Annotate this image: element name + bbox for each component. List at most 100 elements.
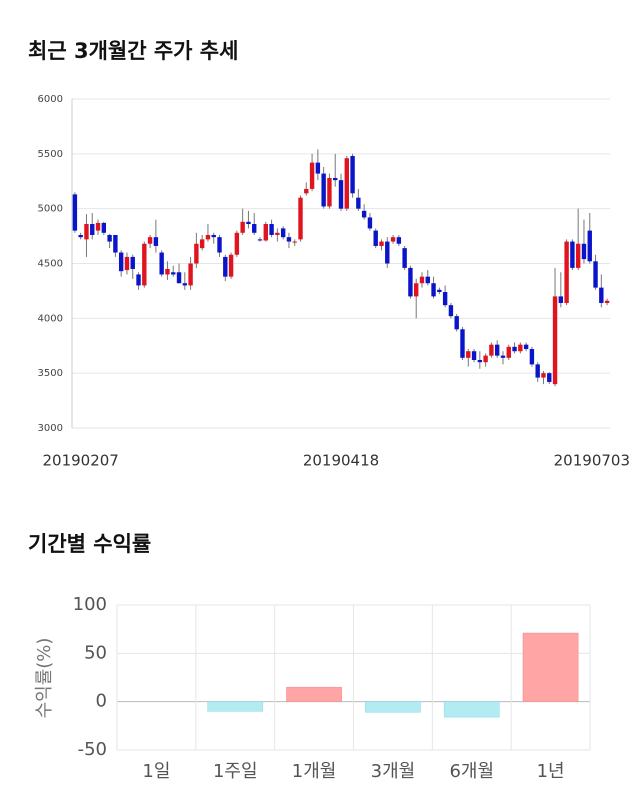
candle-body <box>431 283 436 297</box>
candle-body <box>506 346 511 358</box>
candle-body <box>257 239 263 241</box>
candle-body <box>130 256 135 269</box>
x-tick-label: 6개월 <box>449 761 494 782</box>
candle-body <box>252 224 257 233</box>
y-tick-label: 4500 <box>38 259 63 270</box>
candle-body <box>344 158 349 209</box>
x-tick-label: 1년 <box>537 761 565 782</box>
candle-body <box>471 351 477 361</box>
candle-body <box>118 252 124 272</box>
candle-body <box>466 351 471 358</box>
bar <box>443 701 500 718</box>
candle-body <box>240 221 245 233</box>
candle-body <box>78 234 83 238</box>
candle-body <box>523 344 529 350</box>
candle-body <box>402 248 407 268</box>
x-tick-label: 1주일 <box>213 761 258 782</box>
candle-body <box>84 224 89 240</box>
candle-body <box>529 349 535 365</box>
candle-body <box>518 344 523 352</box>
candle-body <box>113 234 118 253</box>
candle-body <box>153 237 159 246</box>
candle-body <box>246 221 251 225</box>
x-tick-label: 20190418 <box>303 452 379 470</box>
bar <box>286 686 342 702</box>
candle-body <box>72 194 78 231</box>
chart-title: 최근 3개월간 주가 추세 <box>28 39 238 63</box>
candle-body <box>223 256 228 277</box>
candle-body <box>176 272 182 284</box>
candle-body <box>298 197 303 240</box>
candle-body <box>373 230 378 246</box>
candle-body <box>575 243 581 268</box>
candle-body <box>390 237 396 242</box>
candle-body <box>124 256 130 271</box>
candle-body <box>263 224 268 241</box>
candle-body <box>147 237 153 244</box>
candle-body <box>367 217 373 229</box>
y-tick-label: 3000 <box>38 423 63 434</box>
candle-body <box>500 355 506 358</box>
candle-body <box>292 241 297 243</box>
candle-body <box>460 329 465 358</box>
candle-body <box>199 239 205 249</box>
candle-body <box>599 287 604 303</box>
candle-body <box>101 222 107 233</box>
candle-body <box>437 289 442 293</box>
candle-body <box>269 224 274 235</box>
candle-body <box>142 243 147 286</box>
bar <box>522 632 579 702</box>
candle-body <box>570 241 575 268</box>
candle-body <box>564 241 569 303</box>
y-tick-label: 6000 <box>38 94 63 105</box>
bar <box>365 701 421 713</box>
candle-body <box>309 162 315 189</box>
candle-body <box>547 373 552 382</box>
candle-body <box>361 210 367 218</box>
candle-body <box>159 252 164 275</box>
candle-body <box>419 276 425 284</box>
candle-body <box>454 316 459 330</box>
candle-body <box>188 263 193 286</box>
chart-title: 기간별 수익률 <box>28 532 151 556</box>
candle-body <box>558 296 564 303</box>
candle-body <box>350 156 355 194</box>
candle-body <box>228 254 234 277</box>
candle-body <box>90 224 95 235</box>
candle-body <box>280 228 286 238</box>
candle-body <box>333 177 338 181</box>
candle-body <box>442 292 448 306</box>
candle-body <box>483 355 488 363</box>
candle-body <box>327 177 332 207</box>
y-tick-label: 0 <box>96 691 107 712</box>
candle-body <box>338 180 344 209</box>
candle-body <box>205 234 211 240</box>
candle-body <box>489 344 494 356</box>
candle-body <box>275 232 280 235</box>
y-axis-label: 수익률(%) <box>34 638 55 719</box>
y-tick-label: 100 <box>73 594 107 615</box>
candle-body <box>356 197 361 209</box>
candle-body <box>211 234 216 238</box>
x-tick-label: 3개월 <box>371 761 416 782</box>
bar <box>207 701 264 712</box>
x-tick-label: 20190207 <box>42 452 118 470</box>
candle-body <box>477 360 483 363</box>
y-tick-label: 50 <box>84 642 107 663</box>
candle-body <box>379 241 384 246</box>
y-tick-label: 3500 <box>38 368 63 379</box>
candle-body <box>587 230 592 262</box>
candle-body <box>448 305 454 317</box>
candle-body <box>234 232 240 255</box>
candle-body <box>408 267 413 297</box>
y-tick-label: 5500 <box>38 149 63 160</box>
candle-body <box>425 276 430 284</box>
candle-body <box>552 296 558 385</box>
y-tick-label: -50 <box>78 739 107 760</box>
candle-body <box>165 268 170 275</box>
candle-body <box>217 237 222 253</box>
candle-body <box>396 237 402 244</box>
candle-body <box>593 261 598 288</box>
candle-body <box>494 344 500 356</box>
